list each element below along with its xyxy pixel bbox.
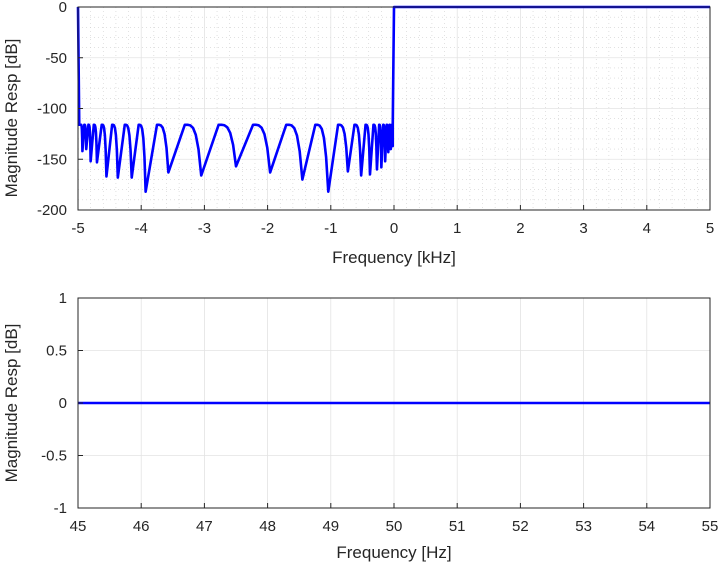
bottom-x-ticks: 45 46 47 48 49 50 51 52 53 54 55 bbox=[70, 503, 719, 535]
top-x-axis-label: Frequency [kHz] bbox=[332, 248, 456, 267]
top-x-tick-label: 0 bbox=[390, 220, 398, 237]
top-series bbox=[76, 5, 710, 194]
top-x-tick-label: -2 bbox=[261, 220, 274, 237]
top-y-tick-label: -100 bbox=[37, 101, 67, 118]
top-x-tick-label: -4 bbox=[135, 220, 148, 237]
bottom-y-ticks: 1 0.5 0 -0.5 -1 bbox=[41, 290, 83, 517]
top-y-tick-label: -200 bbox=[37, 202, 67, 219]
bottom-y-tick-label: 0 bbox=[59, 395, 67, 412]
bottom-x-tick-label: 49 bbox=[322, 518, 339, 535]
bottom-x-tick-label: 50 bbox=[386, 518, 403, 535]
top-x-tick-label: 5 bbox=[706, 220, 714, 237]
bottom-x-tick-label: 53 bbox=[575, 518, 592, 535]
top-y-ticks: 0 -50 -100 -150 -200 bbox=[37, 0, 83, 219]
top-x-tick-label: 4 bbox=[643, 220, 651, 237]
top-x-ticks: -5 -4 -3 -2 -1 0 1 2 3 4 5 bbox=[71, 205, 714, 237]
top-y-tick-label: 0 bbox=[59, 0, 67, 16]
top-x-tick-label: 2 bbox=[516, 220, 524, 237]
top-x-tick-label: 3 bbox=[579, 220, 587, 237]
top-x-tick-label: -5 bbox=[71, 220, 84, 237]
bottom-x-tick-label: 47 bbox=[196, 518, 213, 535]
bottom-x-tick-label: 48 bbox=[259, 518, 276, 535]
bottom-x-axis-label: Frequency [Hz] bbox=[336, 543, 451, 562]
bottom-y-tick-label: -1 bbox=[54, 500, 67, 517]
top-y-tick-label: -50 bbox=[45, 50, 67, 67]
bottom-y-tick-label: 0.5 bbox=[46, 343, 67, 360]
top-y-tick-label: -150 bbox=[37, 151, 67, 168]
bottom-x-tick-label: 55 bbox=[702, 518, 719, 535]
top-x-tick-label: -3 bbox=[198, 220, 211, 237]
bottom-y-tick-label: 1 bbox=[59, 290, 67, 307]
bottom-x-tick-label: 52 bbox=[512, 518, 529, 535]
top-plot: -5 -4 -3 -2 -1 0 1 2 3 4 5 0 -50 -100 -150 -200 Freque… bbox=[2, 0, 714, 267]
top-x-tick-label: -1 bbox=[324, 220, 337, 237]
top-x-tick-label: 1 bbox=[453, 220, 461, 237]
bottom-plot: 45 46 47 48 49 50 51 52 53 54 55 1 0.5 0 -0.5 -1 Frequ… bbox=[2, 290, 718, 562]
bottom-x-tick-label: 54 bbox=[638, 518, 655, 535]
bottom-y-tick-label: -0.5 bbox=[41, 448, 67, 465]
top-series-line bbox=[76, 5, 710, 194]
bottom-x-tick-label: 45 bbox=[70, 518, 87, 535]
bottom-x-tick-label: 51 bbox=[449, 518, 466, 535]
bottom-y-axis-label: Magnitude Resp [dB] bbox=[2, 324, 21, 483]
bottom-x-tick-label: 46 bbox=[133, 518, 150, 535]
top-y-axis-label: Magnitude Resp [dB] bbox=[2, 39, 21, 198]
